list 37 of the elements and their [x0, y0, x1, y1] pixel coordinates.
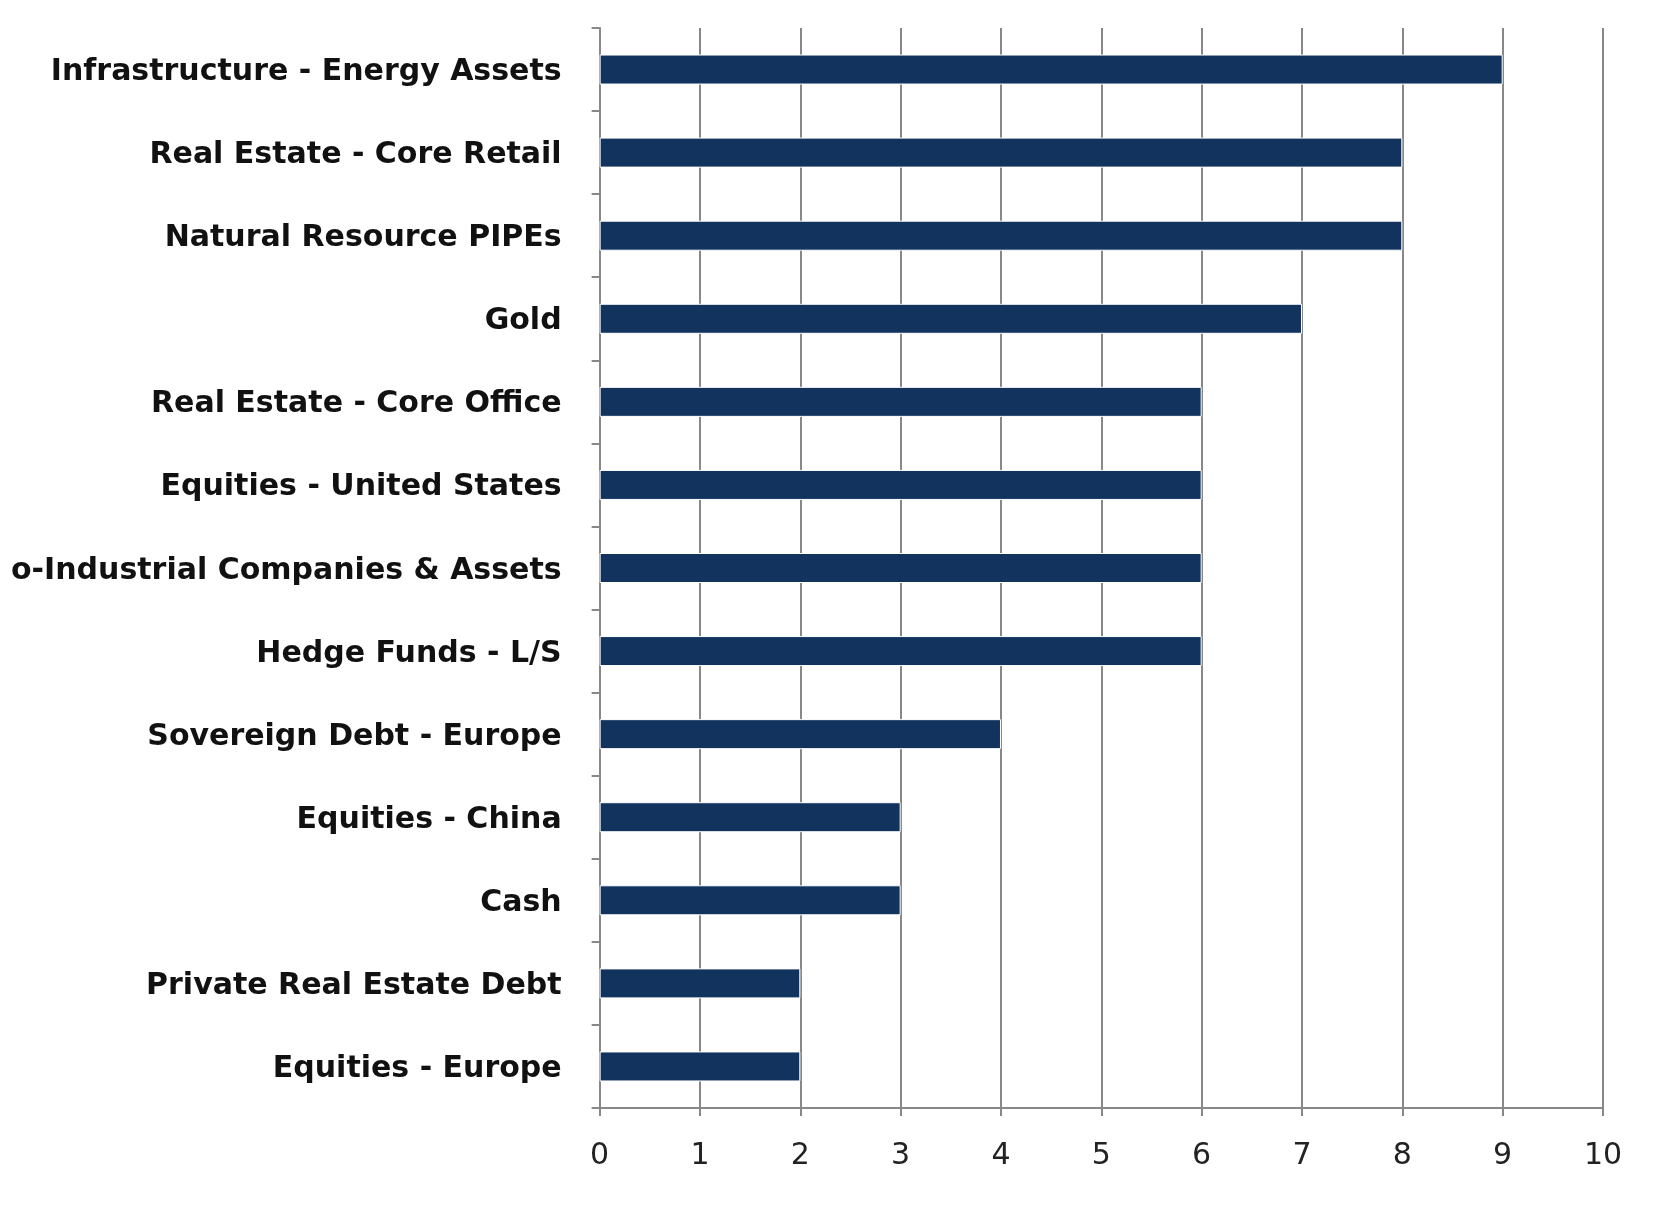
y-tick-label: o-Industrial Companies & Assets — [10, 550, 562, 586]
y-tick-label: Hedge Funds - L/S — [256, 633, 562, 669]
bar — [599, 386, 1202, 417]
y-tick-label: Sovereign Debt - Europe — [147, 716, 562, 752]
y-tick-label: Real Estate - Core Retail — [149, 135, 562, 171]
bar — [599, 968, 801, 999]
x-tick-label: 7 — [1292, 1135, 1312, 1171]
y-tick-label: Real Estate - Core Office — [150, 384, 562, 420]
y-tick-label: Equities - Europe — [272, 1048, 562, 1084]
x-tick-label: 8 — [1392, 1135, 1412, 1171]
y-tick-label: Gold — [484, 301, 562, 337]
y-tick-label: Infrastructure - Energy Assets — [50, 52, 562, 88]
bar — [599, 802, 901, 833]
y-tick-label: Cash — [480, 882, 562, 918]
x-tick-label: 0 — [590, 1135, 610, 1171]
x-tick-label: 9 — [1493, 1135, 1513, 1171]
x-tick-label: 2 — [790, 1135, 810, 1171]
bar — [599, 137, 1403, 168]
y-tick-label: Natural Resource PIPEs — [164, 218, 562, 254]
x-tick-label: 5 — [1091, 1135, 1111, 1171]
bar — [599, 885, 901, 916]
x-tick-label: 6 — [1192, 1135, 1212, 1171]
x-tick-label: 3 — [891, 1135, 911, 1171]
bar — [599, 54, 1503, 85]
x-tick-label: 1 — [690, 1135, 710, 1171]
x-tick-label: 10 — [1583, 1135, 1623, 1171]
bar — [599, 220, 1403, 251]
y-tick-label: Equities - China — [296, 799, 562, 835]
bar — [599, 303, 1302, 334]
bar — [599, 636, 1202, 667]
x-tick-label: 4 — [991, 1135, 1011, 1171]
y-tick-label: Equities - United States — [160, 467, 562, 503]
bar — [599, 1051, 801, 1082]
bar — [599, 553, 1202, 583]
y-tick-label: Private Real Estate Debt — [146, 965, 562, 1001]
bar — [599, 719, 1001, 750]
bar — [599, 469, 1202, 500]
